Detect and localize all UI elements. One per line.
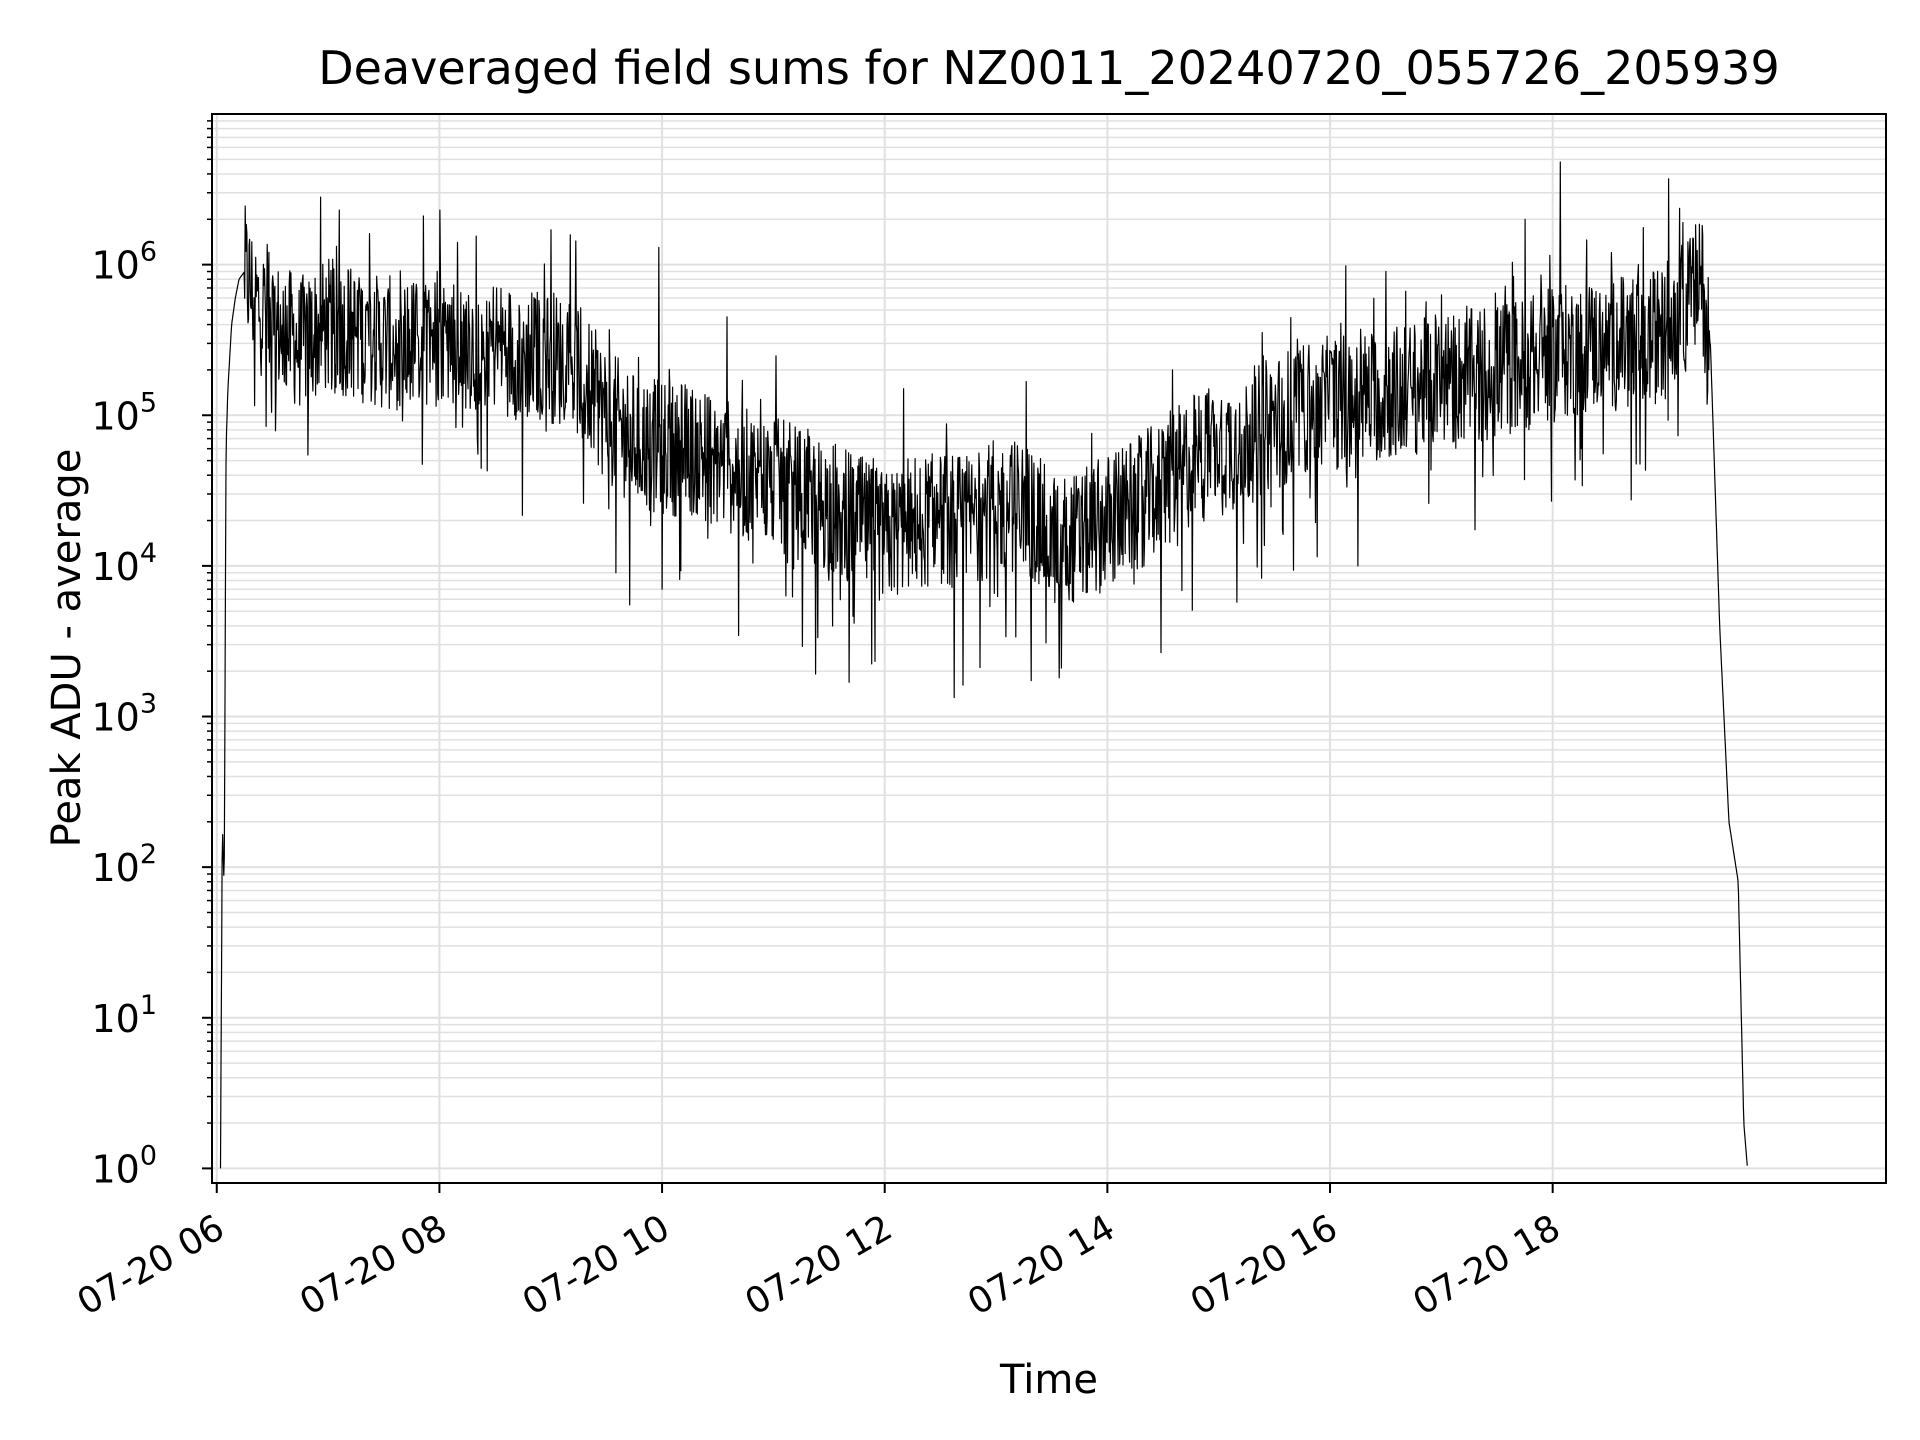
grid [212,114,1886,1183]
y-tick-label: 100 [91,1140,157,1191]
y-tick-exponent: 3 [140,689,157,720]
y-tick-exponent: 4 [140,538,157,569]
data-series [219,161,1748,1169]
ticks [202,120,1554,1193]
y-tick-exponent: 6 [140,237,157,268]
chart-title: Deaveraged field sums for NZ0011_2024072… [318,41,1779,95]
y-tick-label: 104 [91,538,157,589]
y-tick-exponent: 0 [140,1140,157,1171]
x-axis-label: Time [999,1357,1098,1403]
y-tick-exponent: 5 [140,387,157,418]
y-tick-exponent: 1 [140,990,157,1021]
series-line [219,161,1748,1169]
plot-frame [211,113,1887,1184]
y-axis-label: Peak ADU - average [44,449,90,848]
y-tick-exponent: 2 [140,839,157,870]
